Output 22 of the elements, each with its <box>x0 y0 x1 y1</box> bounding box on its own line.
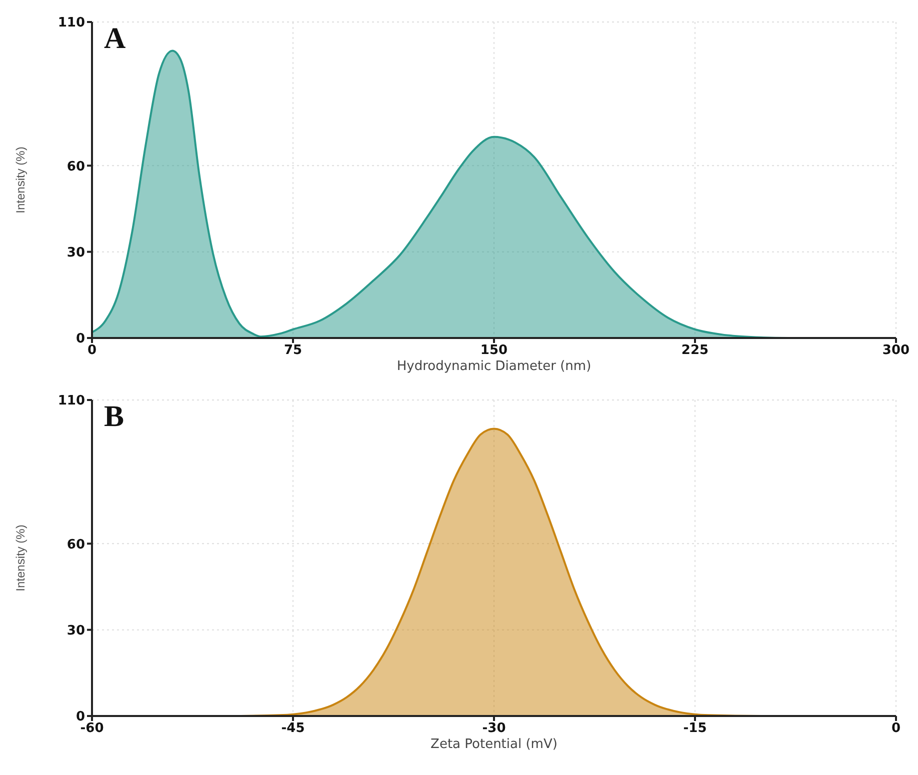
y-tick-label: 110 <box>58 394 85 409</box>
y-tick-label: 60 <box>66 159 85 174</box>
x-tick-label: 0 <box>891 721 901 736</box>
chart-title: A <box>104 22 126 56</box>
x-tick-label: -30 <box>482 721 506 736</box>
x-axis-title: Hydrodynamic Diameter (nm) <box>396 359 592 374</box>
chart-title: B <box>104 400 124 434</box>
x-axis-title: Zeta Potential (mV) <box>430 737 558 752</box>
y-tick-label: 60 <box>66 537 85 552</box>
y-tick-label: 0 <box>76 332 85 347</box>
x-tick-label: -45 <box>281 721 305 736</box>
x-tick-label: 150 <box>480 343 508 358</box>
y-tick-label: 110 <box>58 16 85 31</box>
x-tick-label: 75 <box>284 343 302 358</box>
y-axis-title: Intensity (%) <box>13 146 28 214</box>
x-tick-label: 300 <box>882 343 910 358</box>
y-axis-title: Intensity (%) <box>13 524 28 592</box>
x-tick-label: -15 <box>683 721 707 736</box>
x-tick-label: 0 <box>87 343 97 358</box>
y-tick-label: 30 <box>66 245 85 260</box>
y-tick-label: 30 <box>66 623 85 638</box>
x-tick-label: 225 <box>681 343 709 358</box>
